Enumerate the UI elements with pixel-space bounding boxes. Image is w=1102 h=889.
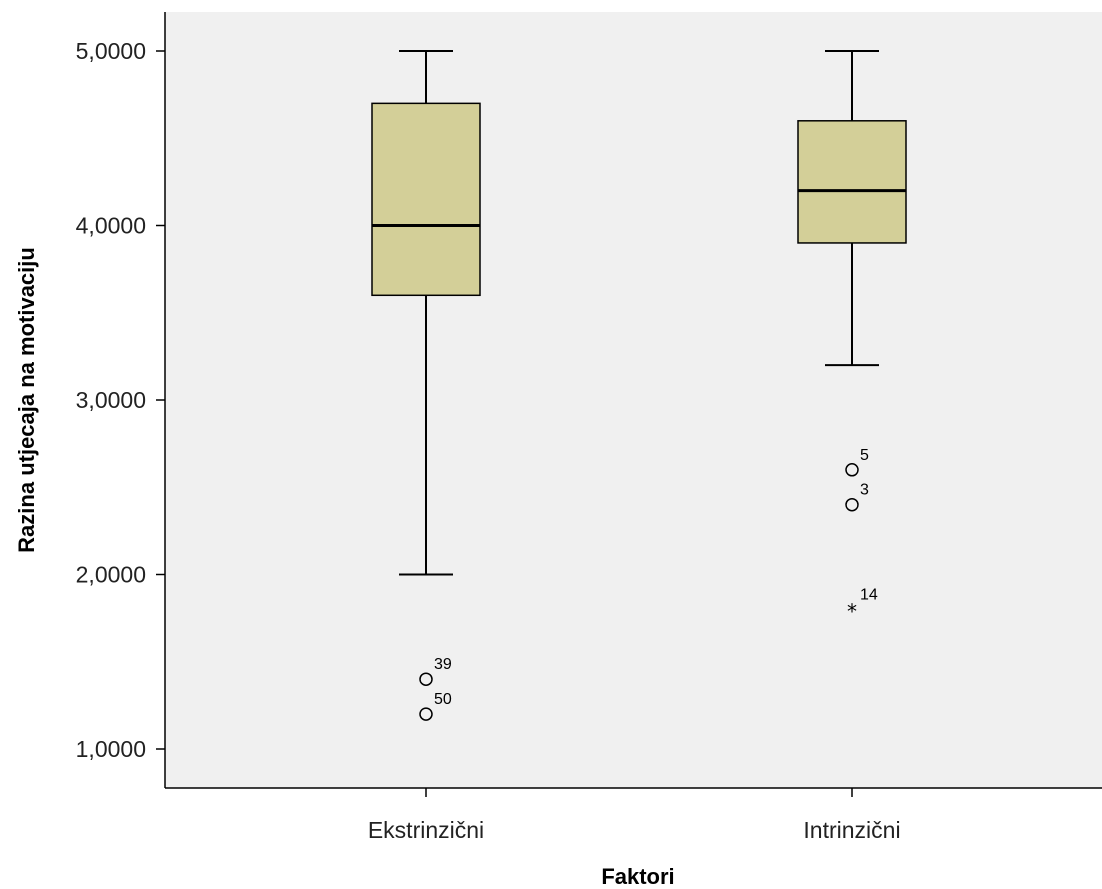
outlier-label: 3 (860, 482, 869, 499)
box (797, 120, 907, 244)
y-tick-label: 1,0000 (76, 736, 146, 762)
x-axis-title: Faktori (601, 864, 674, 889)
y-axis-title: Razina utjecaja na motivaciju (14, 247, 39, 553)
plot-area (165, 12, 1102, 788)
outlier-label: 50 (434, 691, 452, 708)
box (371, 102, 481, 297)
outlier-circle (419, 672, 433, 686)
outlier-label: 5 (860, 447, 869, 464)
y-tick-label: 5,0000 (76, 38, 146, 64)
outlier-circle (419, 707, 433, 721)
outlier-circle (845, 497, 859, 512)
y-tick-label: 4,0000 (76, 213, 146, 239)
outlier-star: * (847, 599, 857, 623)
x-tick-label: Intrinzični (803, 817, 900, 843)
y-tick-label: 3,0000 (76, 387, 146, 413)
outlier-circle (845, 463, 859, 477)
outlier-label: 39 (434, 656, 452, 673)
outlier-label: 14 (860, 586, 878, 603)
y-tick-label: 2,0000 (76, 562, 146, 588)
x-tick-label: Ekstrinzični (368, 817, 484, 843)
